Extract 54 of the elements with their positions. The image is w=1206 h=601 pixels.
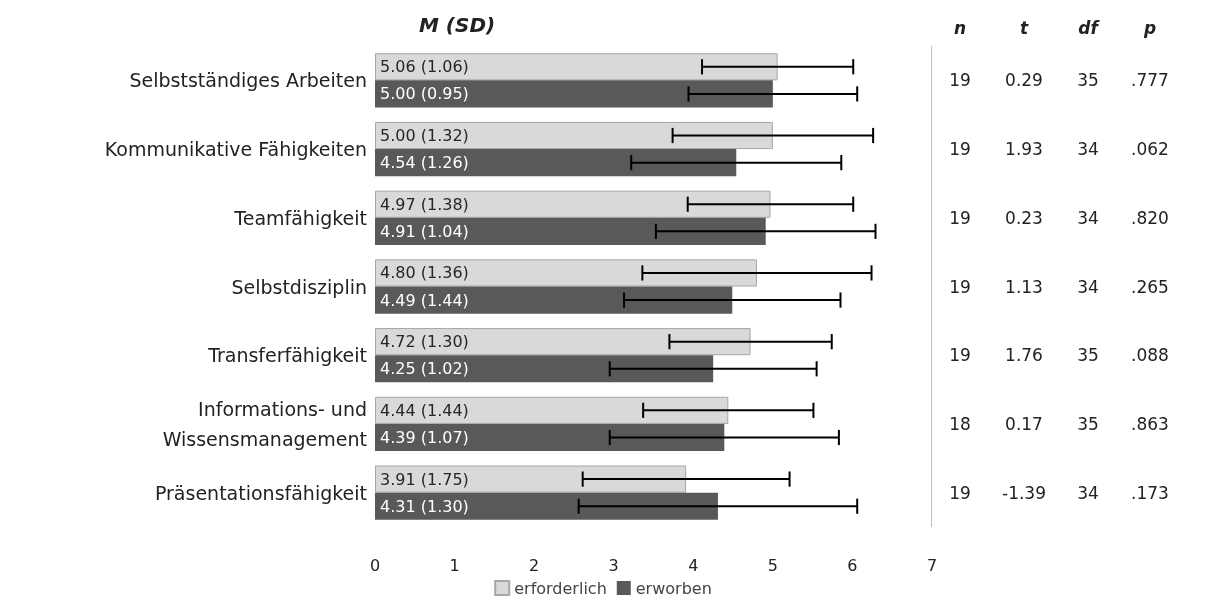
bar <box>375 396 729 424</box>
chart-title: M (SD) <box>419 13 496 37</box>
bar <box>375 423 725 452</box>
x-tick-label: 4 <box>688 555 699 575</box>
bar <box>375 355 714 383</box>
text: 19 1.13 34 .265 <box>949 276 1169 297</box>
data-label: 5.06 (1.06) <box>380 57 469 77</box>
y-tick-label: Präsentationsfähigkeit <box>154 481 367 504</box>
x-tick-label: 7 <box>926 555 938 575</box>
bar <box>375 149 737 177</box>
bar <box>375 217 766 245</box>
data-label: 4.80 (1.36) <box>380 263 469 283</box>
text: 18 0.17 35 .863 <box>949 413 1169 434</box>
data-label: 4.25 (1.02) <box>380 359 469 379</box>
y-tick-label: Kommunikative Fähigkeiten <box>104 138 367 161</box>
bar <box>375 190 771 218</box>
text: 19 -1.39 34 .173 <box>949 482 1169 503</box>
text: n t df p <box>953 18 1157 38</box>
data-label: 4.72 (1.30) <box>380 332 469 352</box>
data-label: 5.00 (1.32) <box>380 126 469 145</box>
data-label: 4.97 (1.38) <box>380 194 469 214</box>
y-tick-label: Teamfähigkeit <box>233 206 367 229</box>
x-tick-label: 5 <box>767 555 778 575</box>
y-tick-label: Transferfähigkeit <box>207 344 367 367</box>
data-label: 5.00 (0.95) <box>380 84 469 104</box>
data-label: 3.91 (1.75) <box>380 469 469 489</box>
x-tick-label: 6 <box>847 555 858 575</box>
bar <box>375 80 773 108</box>
y-tick-label: Informations- und Wissensmanagement <box>162 397 367 450</box>
bar <box>375 259 757 287</box>
text: 19 0.23 34 .820 <box>949 207 1169 228</box>
bar <box>375 121 773 150</box>
x-tick-label: 1 <box>449 555 460 575</box>
x-tick-label: 2 <box>529 555 540 575</box>
bar <box>375 465 687 493</box>
text: 19 1.76 35 .088 <box>949 345 1169 366</box>
bar <box>375 328 751 356</box>
x-tick-label: 3 <box>608 555 619 575</box>
data-label: 4.31 (1.30) <box>380 496 469 516</box>
y-tick-label: Selbstständiges Arbeiten <box>129 69 367 92</box>
bar <box>375 53 778 81</box>
legend-label: erworben <box>635 578 712 598</box>
data-label: 4.91 (1.04) <box>380 221 469 241</box>
bar <box>375 492 718 520</box>
text: 19 1.93 34 .062 <box>949 139 1169 160</box>
legend-label: erforderlich <box>514 578 607 598</box>
data-label: 4.44 (1.44) <box>380 400 469 420</box>
text: 19 0.29 35 .777 <box>949 70 1169 91</box>
data-label: 4.49 (1.44) <box>380 290 469 310</box>
bar <box>375 286 733 314</box>
x-tick-label: 0 <box>369 555 381 575</box>
data-label: 4.54 (1.26) <box>380 153 469 173</box>
y-tick-label: Selbstdisziplin <box>231 275 367 298</box>
data-label: 4.39 (1.07) <box>380 428 469 447</box>
